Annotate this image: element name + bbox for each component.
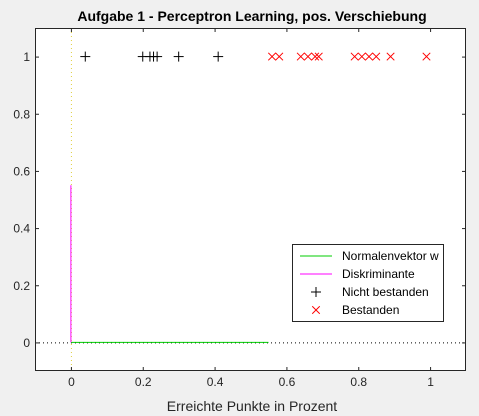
data-markers: [80, 51, 431, 62]
y-tick-label: 0: [23, 336, 30, 350]
point-bestanden: [372, 52, 381, 61]
x-axis-label: Erreichte Punkte in Prozent: [167, 398, 338, 414]
y-tick-label: 0.4: [13, 222, 30, 236]
legend-swatch-bestanden: [311, 305, 321, 315]
point-nicht-bestanden: [173, 51, 184, 62]
x-tick-label: 1: [427, 375, 434, 389]
legend: Normalenvektor w Diskriminante Nicht besta…: [292, 244, 444, 322]
point-bestanden: [422, 52, 431, 61]
point-bestanden: [311, 52, 320, 61]
point-bestanden: [314, 52, 323, 61]
legend-label-bestanden: Bestanden: [342, 303, 399, 317]
x-tick-label: 0: [68, 375, 75, 389]
point-bestanden: [350, 52, 359, 61]
legend-swatch-nicht-bestanden: [311, 287, 321, 297]
series-lines: [70, 185, 269, 343]
y-tick-label: 0.2: [13, 279, 30, 293]
legend-label-nicht-bestanden: Nicht bestanden: [342, 285, 429, 299]
x-axis: 0 0.2 0.4 0.6 0.8 1: [68, 28, 434, 389]
point-bestanden: [386, 52, 395, 61]
x-tick-label: 0.6: [279, 375, 296, 389]
point-bestanden: [303, 52, 313, 61]
point-nicht-bestanden: [213, 51, 224, 62]
chart-title: Aufgabe 1 - Perceptron Learning, pos. Ve…: [77, 8, 426, 24]
y-tick-label: 1: [23, 50, 30, 64]
point-bestanden: [296, 52, 305, 61]
x-tick-label: 0.2: [135, 375, 152, 389]
y-tick-label: 0.6: [13, 164, 30, 178]
plot-frame: [35, 28, 466, 371]
point-bestanden: [275, 52, 284, 61]
point-bestanden: [267, 52, 277, 61]
point-nicht-bestanden: [80, 51, 91, 62]
y-tick-label: 0.8: [13, 107, 30, 121]
x-tick-label: 0.4: [207, 375, 224, 389]
y-axis: 0 0.2 0.4 0.6 0.8 1: [13, 50, 466, 350]
point-bestanden: [364, 52, 374, 61]
x-tick-label: 0.8: [350, 375, 367, 389]
legend-label-normalenvektor-w: Normalenvektor w: [342, 249, 439, 263]
point-nicht-bestanden: [152, 51, 163, 62]
point-bestanden: [357, 52, 366, 61]
legend-label-diskriminante: Diskriminante: [342, 267, 415, 281]
